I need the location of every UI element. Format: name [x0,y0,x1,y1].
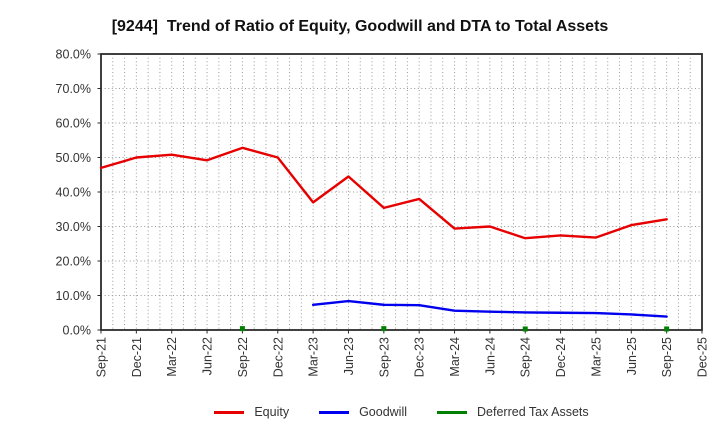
legend-item-equity: Equity [214,405,289,419]
x-tick-label: Sep-22 [236,337,250,377]
y-tick-label: 10.0% [56,289,91,303]
x-tick-label: Jun-22 [201,337,215,375]
equity-line-swatch [214,410,245,414]
equity-line [99,146,668,240]
y-tick-label: 40.0% [56,185,91,199]
y-tick-label: 80.0% [56,47,91,61]
y-axis-labels: 0.0% 10.0% 20.0% 30.0% 40.0% 50.0% 60.0% 70.0% 8… [56,47,91,337]
x-tick-label: Dec-21 [130,337,144,377]
x-tick-label: Jun-23 [342,337,356,375]
deferred-tax-assets-marker [381,326,387,332]
x-tick-label: Jun-24 [483,337,497,375]
dta-line-swatch [437,410,468,414]
legend-label-equity: Equity [254,405,290,419]
x-tick-label: Mar-25 [589,337,603,377]
x-tick-label: Sep-21 [95,337,109,377]
legend-item-goodwill: Goodwill [319,405,407,419]
goodwill-line [311,299,668,318]
x-tick-label: Mar-23 [307,337,321,377]
legend-label-dta: Deferred Tax Assets [477,405,589,419]
chart-title: [9244] Trend of Ratio of Equity, Goodwil… [111,18,609,35]
x-tick-label: Mar-24 [448,337,462,377]
x-tick-label: Sep-24 [519,337,533,377]
deferred-tax-assets-marker [239,326,245,332]
y-tick-label: 50.0% [56,151,91,165]
legend-item-dta: Deferred Tax Assets [437,405,589,419]
grid-lines [100,54,703,330]
x-tick-label: Sep-25 [660,337,674,377]
x-tick-label: Dec-23 [413,337,427,377]
y-tick-label: 70.0% [56,82,91,96]
x-tick-label: Dec-22 [271,337,285,377]
deferred-tax-assets-marker [664,326,670,332]
axis-ticks [97,53,703,334]
y-tick-label: 60.0% [56,116,91,130]
x-tick-label: Mar-22 [165,337,179,377]
x-tick-label: Sep-23 [377,337,391,377]
y-tick-label: 0.0% [63,323,92,337]
x-tick-label: Jun-25 [625,337,639,375]
x-tick-label: Dec-24 [554,337,568,377]
legend: Equity Goodwill Deferred Tax Assets [101,405,702,419]
deferred-tax-assets-marker [522,326,528,332]
y-tick-label: 30.0% [56,220,91,234]
goodwill-line-swatch [319,410,350,414]
x-axis-labels: Sep-21 Dec-21 Mar-22 Jun-22 Sep-22 Dec-22 Mar-… [95,337,710,377]
y-tick-label: 20.0% [56,254,91,268]
legend-label-goodwill: Goodwill [359,405,408,419]
x-tick-label: Dec-25 [696,337,710,377]
